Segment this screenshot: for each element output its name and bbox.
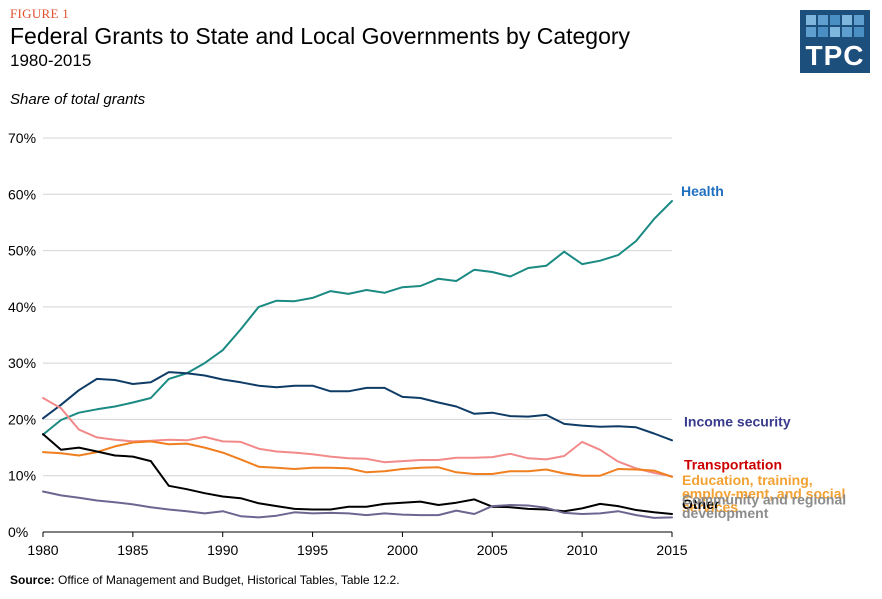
x-tick-label: 2010 <box>567 542 598 558</box>
y-axis-note: Share of total grants <box>10 91 146 108</box>
y-tick-label: 60% <box>8 186 36 202</box>
x-tick-label: 2000 <box>387 542 418 558</box>
x-tick-label: 1990 <box>207 542 238 558</box>
logo-square <box>830 15 840 25</box>
logo-text: TPC <box>805 40 865 71</box>
series-line-5 <box>42 490 673 519</box>
gridlines <box>43 137 672 477</box>
y-tick-label: 70% <box>8 130 36 146</box>
logo-square <box>842 27 852 37</box>
logo-square <box>806 15 816 25</box>
tpc-logo: TPC <box>800 10 870 73</box>
series-lines <box>42 200 673 519</box>
y-tick-label: 20% <box>8 411 36 427</box>
x-tick-label: 1985 <box>117 542 148 558</box>
chart-title: Federal Grants to State and Local Govern… <box>10 23 631 49</box>
x-tick-label: 1995 <box>297 542 328 558</box>
series-line-4 <box>42 433 673 515</box>
logo-square <box>854 27 864 37</box>
axes: 0% 10% 20% 30% 40% 50% 60% 70% 1980 1985 1990 1995 2… <box>8 130 688 558</box>
x-tick-label: 2005 <box>477 542 508 558</box>
logo-square <box>818 27 828 37</box>
series-label-4: Other <box>682 496 720 512</box>
source-text: Office of Management and Budget, Histori… <box>54 573 400 587</box>
series-label-0: Health <box>681 183 724 199</box>
source-label: Source: <box>10 573 55 587</box>
series-label-3: services <box>682 499 738 515</box>
y-tick-label: 40% <box>8 299 36 315</box>
series-label-5: Community and regional <box>682 491 846 507</box>
series-label-5: development <box>682 505 769 521</box>
source-note: Source: Office of Management and Budget,… <box>10 573 400 587</box>
y-tick-label: 50% <box>8 243 36 259</box>
series-line-3 <box>42 440 673 478</box>
logo-square <box>806 27 816 37</box>
figure-label: FIGURE 1 <box>10 6 70 21</box>
logo-square <box>818 15 828 25</box>
series-line-0 <box>42 200 673 436</box>
series-labels: Health Income security TransportationEduca… <box>681 183 846 521</box>
logo-square <box>830 27 840 37</box>
series-label-1: Income security <box>684 413 791 429</box>
x-tick-label: 2015 <box>656 542 687 558</box>
x-tick-label: 1980 <box>27 542 58 558</box>
chart-subtitle: 1980-2015 <box>10 51 92 70</box>
series-label-3: Education, training, <box>682 472 813 488</box>
series-line-2 <box>42 397 673 478</box>
logo-square <box>842 15 852 25</box>
y-tick-label: 10% <box>8 468 36 484</box>
series-label-3: employ-ment, and social <box>682 485 845 501</box>
series-label-2: Transportation <box>684 456 782 472</box>
logo-square <box>854 15 864 25</box>
y-tick-label: 0% <box>8 524 28 540</box>
y-tick-label: 30% <box>8 355 36 371</box>
series-line-1 <box>42 371 673 442</box>
